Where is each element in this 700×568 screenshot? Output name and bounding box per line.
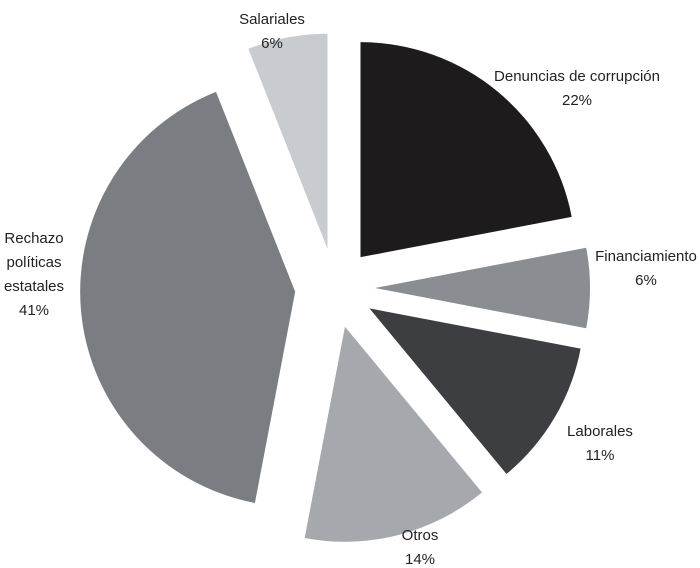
slice-name: Financiamiento: [595, 248, 697, 265]
pie-labels: Denuncias de corrupción 22% Financiamiento…: [4, 11, 697, 568]
pie-slice: [360, 42, 572, 258]
slice-percent: 11%: [586, 447, 615, 464]
slice-label: Laborales 11%: [567, 423, 633, 464]
slice-name: Denuncias de corrupción: [494, 68, 660, 85]
pie-slice: [248, 33, 328, 249]
pie-slice: [369, 308, 581, 475]
slice-label: Otros 14%: [402, 527, 439, 568]
slice-label: Rechazo políticas estatales 41%: [4, 230, 64, 319]
pie-slices: [80, 33, 590, 542]
slice-name: Otros: [402, 527, 439, 544]
slice-percent: 6%: [261, 35, 283, 52]
slice-percent: 41%: [19, 302, 49, 319]
slice-name: Rechazo: [4, 230, 63, 247]
pie-slice: [304, 326, 482, 542]
slice-name: Salariales: [239, 11, 305, 28]
slice-name: estatales: [4, 278, 64, 295]
pie-slice: [80, 91, 296, 503]
slice-name: Laborales: [567, 423, 633, 440]
slice-percent: 6%: [635, 272, 657, 289]
slice-percent: 22%: [562, 92, 592, 109]
pie-slice: [375, 247, 590, 329]
slice-label: Denuncias de corrupción 22%: [494, 68, 660, 109]
slice-label: Financiamiento 6%: [595, 248, 697, 289]
slice-name: políticas: [6, 254, 61, 271]
slice-percent: 14%: [405, 551, 435, 568]
slice-label: Salariales 6%: [239, 11, 305, 52]
